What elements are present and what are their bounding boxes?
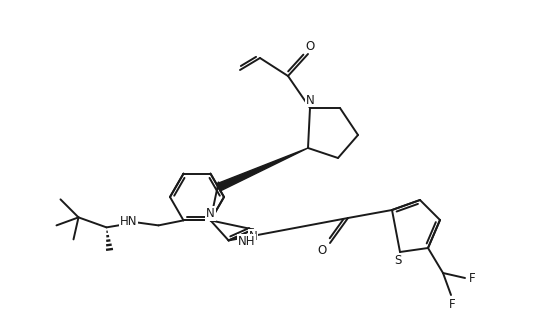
Text: N: N [306, 93, 314, 107]
Text: N: N [206, 207, 215, 220]
Text: O: O [317, 244, 327, 258]
Text: O: O [305, 39, 314, 52]
Text: HN: HN [120, 215, 137, 228]
Text: NH: NH [238, 235, 256, 248]
Text: F: F [449, 298, 455, 310]
Text: F: F [468, 271, 476, 284]
Text: S: S [394, 254, 402, 268]
Text: N: N [249, 230, 258, 243]
Polygon shape [217, 148, 308, 191]
